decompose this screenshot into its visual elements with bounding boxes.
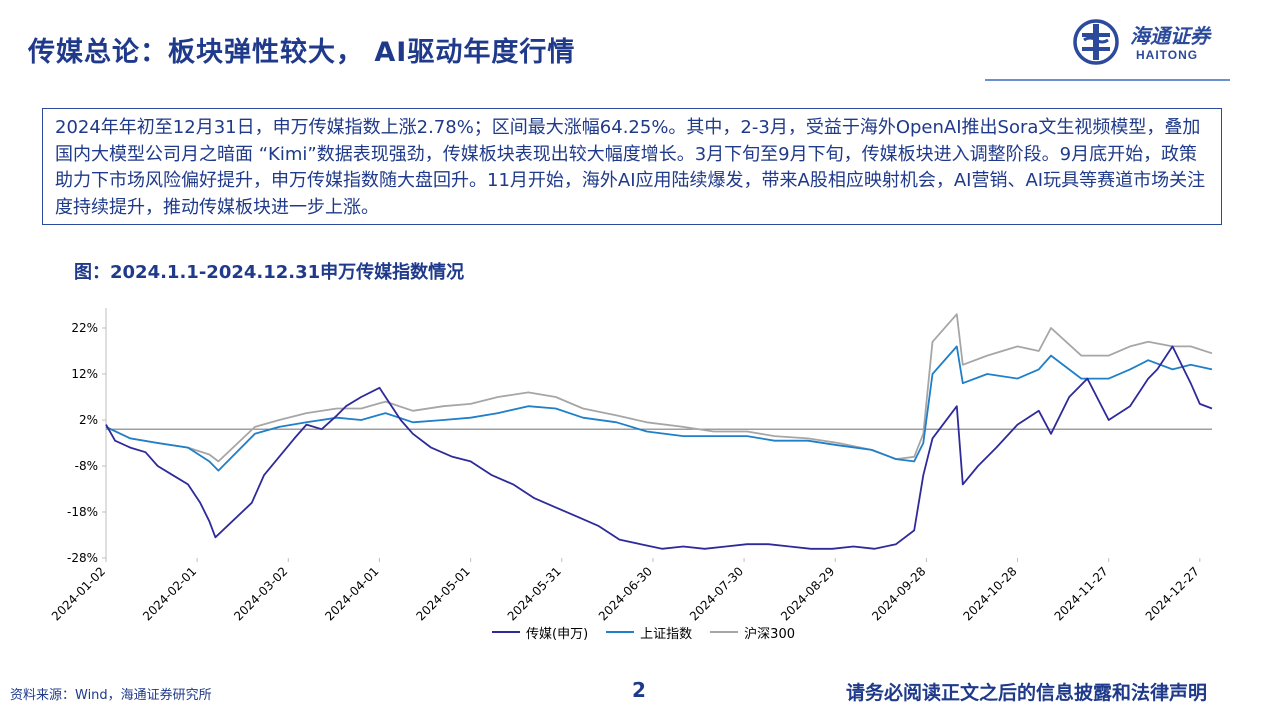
legend-label-sse: 上证指数 (640, 626, 693, 642)
company-logo: 海通证券 HAITONG (1072, 18, 1232, 68)
series-line-sse (105, 345, 1213, 472)
x-tick-label: 2024-06-30 (596, 564, 655, 623)
x-tick-label: 2024-11-27 (1052, 564, 1111, 623)
y-tick-label: -8% (75, 459, 98, 473)
haitong-logo-icon (1073, 19, 1119, 65)
legend-swatch-csi300 (710, 631, 739, 633)
x-tick-label: 2024-09-28 (869, 564, 928, 623)
page-title: 传媒总论：板块弹性较大， AI驱动年度行情 (28, 37, 576, 68)
y-tick-label: -28% (67, 551, 98, 565)
y-tick-label: 2% (79, 413, 98, 427)
series-line-media (105, 345, 1213, 550)
logo-text-en: HAITONG (1136, 48, 1199, 62)
x-tick-label: 2024-04-01 (322, 564, 381, 623)
chart-legend: 传媒(申万) 上证指数 沪深300 (492, 622, 813, 642)
legend-swatch-media (492, 631, 520, 633)
x-tick-label: 2024-05-01 (414, 564, 473, 623)
x-tick-label: 2024-05-31 (505, 564, 564, 623)
legend-swatch-sse (606, 631, 635, 633)
x-tick-label: 2024-10-28 (960, 564, 1019, 623)
x-tick-label: 2024-02-01 (140, 564, 199, 623)
legal-disclaimer-link[interactable]: 请务必阅读正文之后的信息披露和法律声明 (846, 682, 1208, 704)
legend-label-media: 传媒(申万) (526, 626, 589, 642)
logo-text-cn: 海通证券 (1130, 24, 1210, 48)
x-tick-label: 2024-03-02 (231, 564, 290, 623)
page-number: 2 (632, 678, 646, 702)
legend-item-csi300: 沪深300 (710, 623, 795, 642)
legend-item-media: 传媒(申万) (492, 623, 588, 642)
x-tick-label: 2024-12-27 (1143, 564, 1202, 623)
x-tick-label: 2024-08-29 (778, 564, 837, 623)
summary-box: 2024年年初至12月31日，申万传媒指数上涨2.78%；区间最大涨幅64.25… (42, 108, 1222, 225)
legend-label-csi300: 沪深300 (744, 626, 795, 642)
summary-text: 2024年年初至12月31日，申万传媒指数上涨2.78%；区间最大涨幅64.25… (55, 117, 1206, 218)
figure-title: 图：2024.1.1-2024.12.31申万传媒指数情况 (74, 262, 465, 283)
x-tick-label: 2024-07-30 (687, 564, 746, 623)
x-tick-label: 2024-01-02 (49, 564, 108, 623)
legend-item-sse: 上证指数 (606, 623, 692, 642)
header-divider (985, 79, 1230, 81)
y-tick-label: -18% (67, 505, 98, 519)
source-note: 资料来源：Wind，海通证券研究所 (10, 688, 212, 703)
y-tick-label: 12% (71, 367, 98, 381)
y-tick-label: 22% (71, 321, 98, 335)
series-line-csi300 (105, 313, 1213, 463)
